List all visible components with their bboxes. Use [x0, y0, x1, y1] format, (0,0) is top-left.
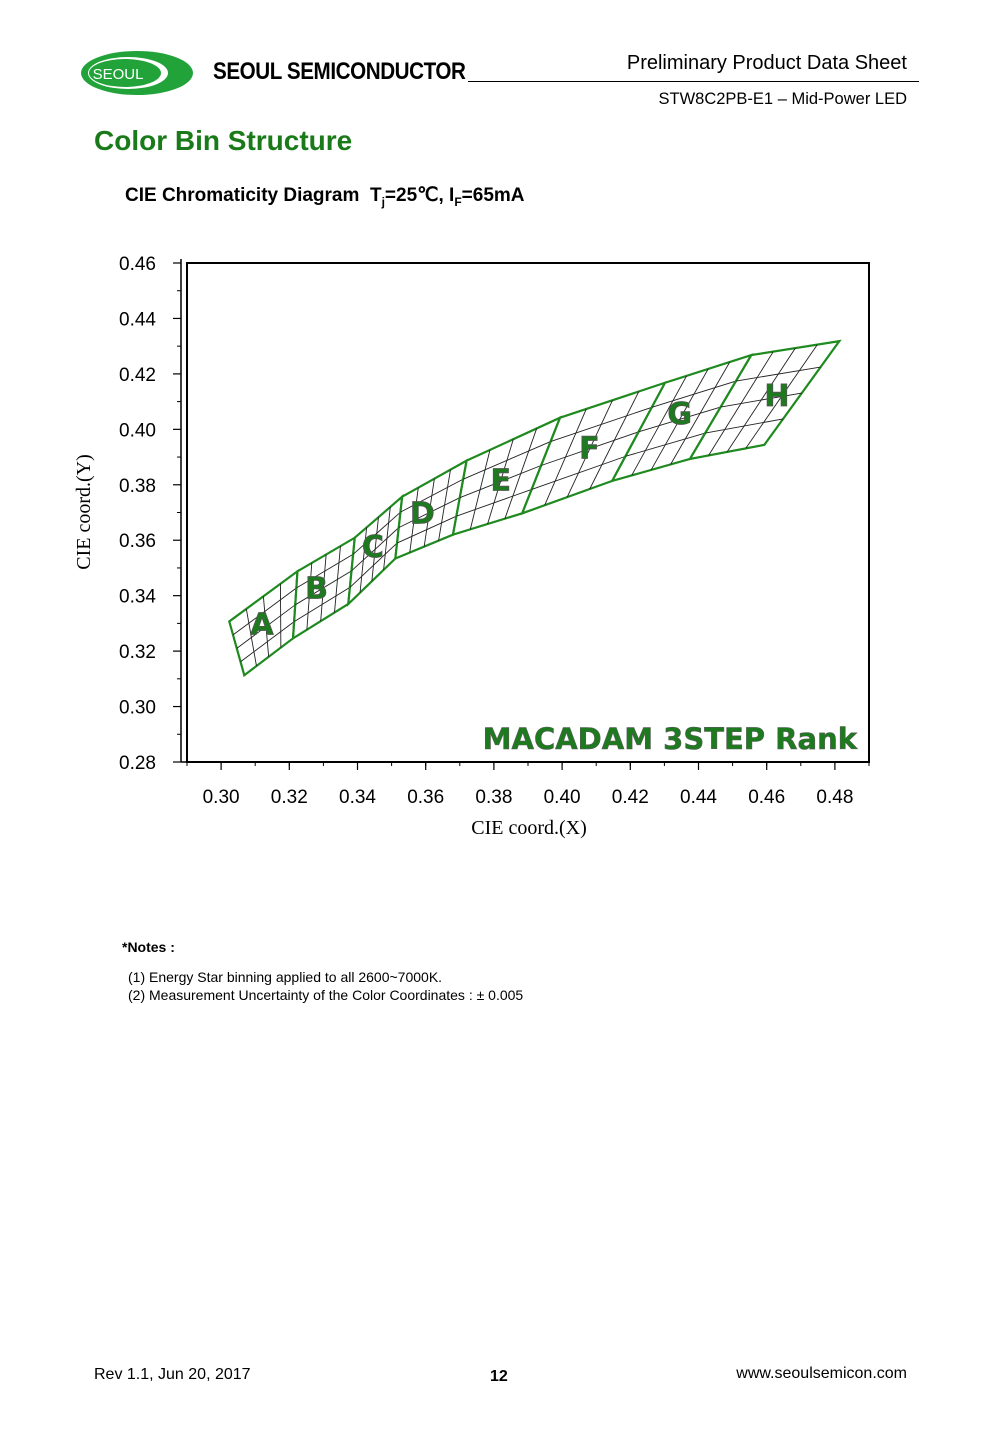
bin-label-c: C [362, 530, 384, 565]
bin-grid-line [438, 469, 451, 541]
y-tick-label: 0.40 [119, 420, 156, 441]
brand-name: SEOUL SEMICONDUCTOR [213, 58, 466, 85]
bin-grid-line [625, 432, 706, 457]
bin-grid-line [349, 542, 398, 588]
bin-outline [687, 339, 842, 461]
x-tick-label: 0.32 [271, 787, 308, 808]
header-divider [468, 81, 919, 82]
caption-main: CIE Chromaticity Diagram [125, 185, 360, 206]
bin-grid-line [705, 418, 784, 434]
seoul-logo: SEOUL [81, 51, 193, 95]
bin-grid-line [396, 515, 457, 544]
bin-grid-line [240, 621, 295, 663]
bin-grid-line [638, 406, 721, 433]
bin-label-f: F [579, 431, 600, 466]
y-tick-label: 0.42 [119, 365, 156, 386]
y-tick-label: 0.44 [119, 309, 156, 330]
cie-chart: 0.30 0.32 0.34 0.36 0.38 0.40 0.42 0.44 0.46 0.48… [73, 254, 870, 839]
bin-grid-line [540, 431, 639, 466]
bin-h [687, 339, 842, 461]
caption-tj-value: =25℃, [384, 185, 450, 206]
doc-subtitle: STW8C2PB-E1 – Mid-Power LED [658, 90, 908, 108]
x-tick-label: 0.48 [816, 787, 853, 808]
caption-if-symbol: I [449, 185, 455, 206]
footer-revision: Rev 1.1, Jun 20, 2017 [94, 1366, 251, 1383]
caption-tj-symbol: T [369, 185, 382, 206]
bin-grid-line [459, 465, 542, 499]
footer-page-number: 12 [490, 1368, 508, 1385]
caption-if-sub: F [454, 194, 462, 209]
y-axis-label: CIE coord.(Y) [73, 454, 95, 570]
footer-website[interactable]: www.seoulsemicon.com [736, 1365, 907, 1382]
logo-text: SEOUL [93, 66, 144, 83]
y-tick-label: 0.28 [119, 753, 156, 774]
y-tick-label: 0.46 [119, 254, 156, 275]
y-tick-label: 0.30 [119, 698, 156, 719]
bin-grid-line [720, 392, 802, 408]
bin-grid-line [295, 570, 352, 606]
chart-caption: CIE Chromaticity Diagram Tj=25℃, IF=65mA [125, 184, 525, 209]
bin-grid-line [398, 497, 460, 529]
bin-grid-line [456, 488, 532, 517]
y-tick-label: 0.34 [119, 587, 156, 608]
bin-label-b: B [305, 571, 328, 606]
bin-d [394, 458, 469, 561]
y-tick-label: 0.36 [119, 531, 156, 552]
note-line: (2) Measurement Uncertainty of the Color… [128, 987, 524, 1003]
bin-grid-line [351, 527, 400, 572]
bin-grid-line [334, 546, 341, 613]
bin-grid-line [745, 344, 818, 449]
caption-if-value: =65mA [461, 185, 525, 206]
bin-grid-line [670, 361, 731, 465]
x-tick-label: 0.40 [544, 787, 581, 808]
note-line: (1) Energy Star binning applied to all 2… [128, 969, 443, 985]
bin-grid-line [293, 587, 351, 622]
bin-label-e: E [490, 463, 511, 498]
y-tick-label: 0.38 [119, 476, 156, 497]
bin-grid-line [236, 604, 296, 649]
x-tick-label: 0.44 [680, 787, 717, 808]
doc-title: Preliminary Product Data Sheet [626, 52, 907, 74]
x-axis-label: CIE coord.(X) [471, 817, 587, 839]
x-tick-label: 0.34 [339, 787, 376, 808]
x-tick-label: 0.30 [203, 787, 240, 808]
bin-grid-line [504, 428, 538, 519]
x-tick-label: 0.46 [748, 787, 785, 808]
x-tick-label: 0.36 [407, 787, 444, 808]
bin-grid-line [589, 391, 640, 490]
bin-grid-line [383, 506, 391, 570]
y-tick-label: 0.32 [119, 642, 156, 663]
bin-label-g: G [667, 397, 692, 432]
x-tick-label: 0.38 [475, 787, 512, 808]
bin-label-h: H [764, 379, 789, 414]
bin-label-d: D [410, 497, 435, 532]
caption-tj-sub: j [381, 194, 385, 209]
bin-grid-line [531, 455, 626, 490]
bin-label-a: A [250, 607, 274, 642]
plot-frame [186, 262, 870, 763]
section-title: Color Bin Structure [94, 125, 353, 156]
x-tick-label: 0.42 [612, 787, 649, 808]
macadam-annotation: MACADAM 3STEP Rank [483, 722, 858, 756]
notes-heading: *Notes : [122, 939, 175, 955]
